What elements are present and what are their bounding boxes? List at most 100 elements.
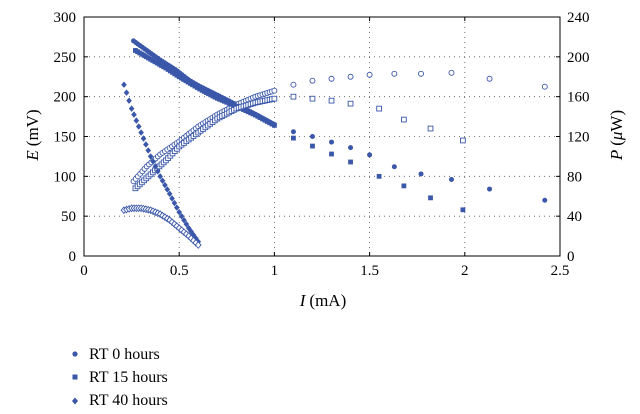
series-2 <box>120 81 202 249</box>
power-point <box>347 100 354 107</box>
series-1 <box>132 48 466 213</box>
power-point <box>366 71 373 78</box>
voltage-point <box>291 135 296 141</box>
y-right-tick-label: 40 <box>567 209 582 225</box>
power-point <box>541 83 548 90</box>
power-point <box>309 95 316 102</box>
y-right-tick-label: 200 <box>567 50 590 66</box>
voltage-point <box>150 158 156 165</box>
y-axis-label-right: P(μW) <box>607 110 626 161</box>
voltage-point <box>391 164 397 170</box>
voltage-point <box>329 139 335 145</box>
legend-item-0: RT 0 hours <box>72 346 160 363</box>
x-tick-label: 0.5 <box>170 263 189 279</box>
y-left-tick-label: 250 <box>54 50 77 66</box>
voltage-point <box>178 212 185 220</box>
power-point <box>460 137 466 144</box>
voltage-point <box>272 122 277 128</box>
y-left-tick-label: 100 <box>54 169 77 185</box>
voltage-point <box>147 153 154 160</box>
power-point <box>427 125 434 132</box>
voltage-point <box>145 147 152 154</box>
voltage-point <box>367 152 373 158</box>
voltage-point <box>290 129 296 135</box>
grid-lines <box>84 17 560 256</box>
voltage-point <box>157 173 163 180</box>
voltage-point <box>154 168 161 175</box>
voltage-point <box>126 97 132 104</box>
y-right-tick-label: 120 <box>567 130 590 146</box>
voltage-point <box>376 173 382 179</box>
power-point <box>290 93 297 100</box>
voltage-point <box>188 228 194 235</box>
power-point <box>290 81 297 88</box>
y-right-tick-label: 0 <box>567 249 575 265</box>
power-point <box>328 97 335 104</box>
legend-marker-circle <box>72 351 78 357</box>
power-point <box>486 75 493 82</box>
voltage-point <box>190 231 197 239</box>
voltage-point <box>138 129 144 136</box>
voltage-point <box>542 197 548 203</box>
voltage-point <box>428 195 433 201</box>
x-tick-label: 1 <box>271 263 279 279</box>
voltage-point <box>171 199 178 207</box>
legend: RT 0 hours RT 15 hours RT 40 hours <box>72 346 168 409</box>
voltage-point <box>143 141 149 148</box>
y-right-tick-label: 240 <box>567 10 590 26</box>
power-point <box>271 87 278 94</box>
x-tick-label: 2.5 <box>551 263 570 279</box>
legend-item-2: RT 40 hours <box>72 392 168 409</box>
power-point <box>347 73 354 80</box>
voltage-point <box>166 190 173 198</box>
voltage-point <box>487 186 493 192</box>
voltage-point <box>121 81 127 88</box>
legend-marker-diamond <box>72 397 78 405</box>
y-left-tick-label: 50 <box>61 209 76 225</box>
x-tick-label: 2 <box>461 263 469 279</box>
legend-label: RT 0 hours <box>89 346 160 363</box>
power-point <box>448 69 455 76</box>
voltage-point <box>174 204 180 211</box>
y-right-tick-label: 160 <box>567 90 590 106</box>
voltage-point <box>418 171 424 177</box>
y-right-tick-label: 80 <box>567 169 582 185</box>
voltage-point <box>162 181 168 189</box>
y-left-tick-label: 0 <box>69 249 77 265</box>
voltage-point <box>183 220 190 228</box>
voltage-point <box>135 123 142 130</box>
voltage-point <box>401 183 407 189</box>
voltage-point <box>448 177 454 183</box>
voltage-point <box>348 159 353 165</box>
legend-marker-square <box>72 374 78 380</box>
power-point <box>309 77 316 84</box>
power-point <box>391 70 398 77</box>
voltage-point <box>181 216 187 224</box>
x-axis-label: I (mA) <box>299 291 347 310</box>
voltage-point <box>128 105 135 112</box>
voltage-point <box>310 143 315 149</box>
y-axis-label-left: E(mV) <box>23 109 42 161</box>
voltage-point <box>329 151 334 157</box>
voltage-point <box>131 111 137 118</box>
voltage-point <box>140 135 147 142</box>
plot-frame <box>83 16 561 257</box>
voltage-point <box>348 145 354 151</box>
series-layer <box>120 38 548 249</box>
series-0 <box>130 38 548 203</box>
power-point <box>376 105 382 112</box>
power-point <box>328 75 335 82</box>
x-tick-label: 1.5 <box>360 263 379 279</box>
power-point <box>401 116 407 123</box>
voltage-point <box>176 208 182 216</box>
voltage-point <box>164 186 171 193</box>
voltage-point <box>169 195 175 202</box>
legend-label: RT 15 hours <box>89 369 168 386</box>
power-point <box>194 241 202 249</box>
y-left-tick-label: 200 <box>54 90 77 106</box>
y-left-tick-label: 150 <box>54 130 77 146</box>
voltage-point <box>133 117 140 124</box>
x-tick-label: 0 <box>80 263 88 279</box>
voltage-point <box>123 89 130 96</box>
